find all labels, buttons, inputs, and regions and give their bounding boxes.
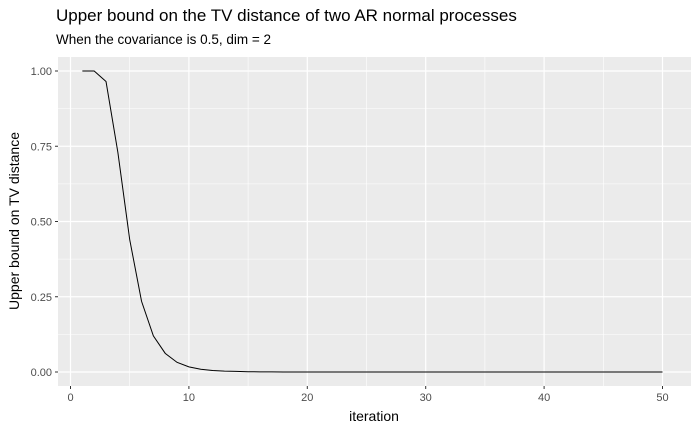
y-axis: 0.00 0.25 0.50 0.75 1.00	[31, 66, 58, 379]
x-tick-label: 30	[420, 392, 432, 404]
x-tick-label: 50	[656, 392, 668, 404]
y-tick-label: 0.75	[31, 141, 52, 153]
x-tick-label: 20	[301, 392, 313, 404]
x-axis: 0 10 20 30 40 50	[67, 386, 669, 404]
y-tick-label: 0.00	[31, 367, 52, 379]
chart-subtitle: When the covariance is 0.5, dim = 2	[56, 32, 271, 47]
x-tick-label: 10	[183, 392, 195, 404]
x-tick-label: 40	[538, 392, 550, 404]
chart-title: Upper bound on the TV distance of two AR…	[56, 6, 517, 25]
x-tick-label: 0	[67, 392, 73, 404]
x-axis-title: iteration	[349, 408, 399, 424]
y-tick-label: 0.25	[31, 292, 52, 304]
y-tick-label: 1.00	[31, 66, 52, 78]
y-tick-label: 0.50	[31, 217, 52, 229]
y-axis-title: Upper bound on TV distance	[6, 132, 22, 310]
series-line	[82, 70, 663, 373]
